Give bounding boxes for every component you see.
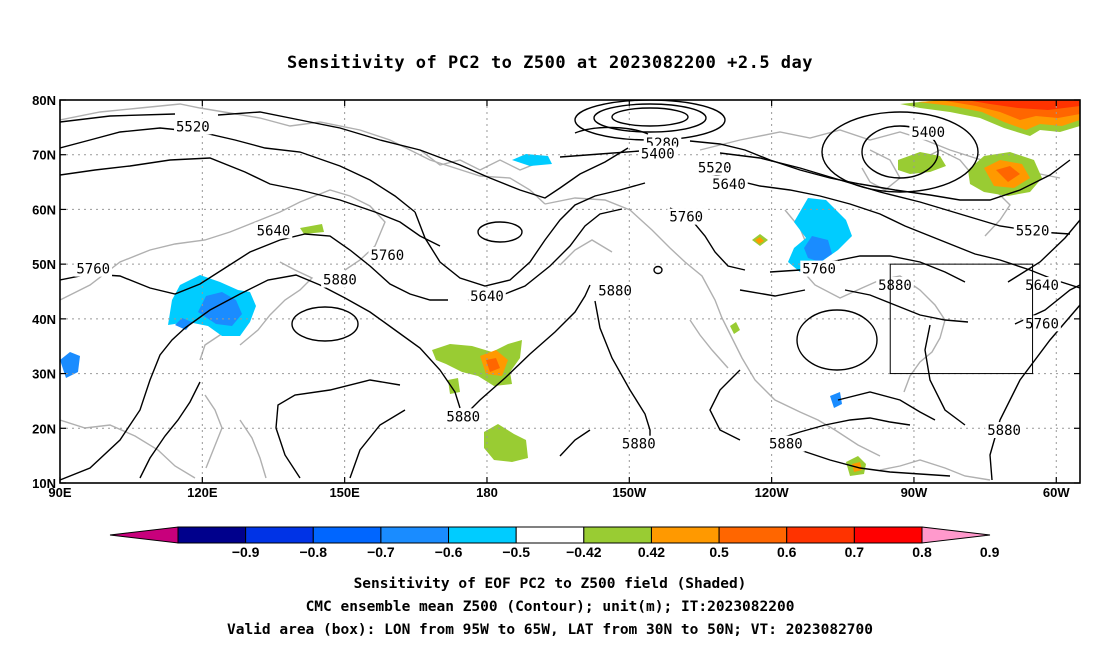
colorbar: −0.9 −0.8 −0.7 −0.6 −0.5 −0.42 0.42 0.5 0.6 0.7 0.… <box>109 526 1000 560</box>
contour-label: 5760 <box>802 262 836 278</box>
contour-label-bg <box>596 282 634 299</box>
x-tick-label: 180 <box>476 485 498 500</box>
contour-label: 5640 <box>712 177 746 193</box>
x-tick-label: 120E <box>187 485 218 500</box>
valid-area-box <box>889 263 1034 375</box>
contour-label-bg <box>638 145 677 162</box>
contour-label-bg <box>800 260 838 277</box>
colorbar-level-label: −0.5 <box>502 544 530 560</box>
colorbar-level-label: 0.9 <box>980 544 1000 560</box>
caption-line-2: CMC ensemble mean Z500 (Contour); unit(m… <box>306 599 795 615</box>
contour-label: 5520 <box>698 160 732 176</box>
contour-label-bg <box>174 118 212 135</box>
colorbar-box <box>853 526 923 544</box>
colorbar-level-label: −0.6 <box>435 544 463 560</box>
contour-label-bg <box>444 408 483 425</box>
x-tick-label: 90E <box>48 485 71 500</box>
contour-label: 5760 <box>370 248 404 264</box>
colorbar-level-label: −0.42 <box>566 544 602 560</box>
sensitivity-shading <box>60 100 1080 476</box>
colorbar-level-label: 0.8 <box>912 544 932 560</box>
colorbar-box <box>312 526 382 544</box>
contour-label: 5880 <box>323 273 357 289</box>
colorbar-upper-arrow <box>921 526 991 544</box>
contour-label-bg <box>695 159 734 176</box>
contour-label-bg <box>767 435 805 452</box>
caption-line-1: Sensitivity of EOF PC2 to Z500 field (Sh… <box>354 576 747 592</box>
contour-label: 5760 <box>669 210 703 226</box>
contour-label-bg <box>909 123 947 140</box>
chart-title: Sensitivity of PC2 to Z500 at 2023082200… <box>287 53 813 73</box>
contour-label-bg <box>985 422 1023 439</box>
contour-label: 5760 <box>1025 316 1059 332</box>
colorbar-lower-arrow <box>109 526 179 544</box>
colorbar-box <box>786 526 855 544</box>
y-tick-label: 40N <box>32 312 56 327</box>
colorbar-box <box>380 526 450 544</box>
colorbar-box <box>515 526 585 544</box>
y-axis-ticks: 80N 70N 60N 50N 40N 30N 20N 10N <box>32 93 1080 491</box>
colorbar-level-label: −0.8 <box>299 544 327 560</box>
contour-label: 5400 <box>641 147 675 163</box>
colorbar-level-label: 0.5 <box>709 544 729 560</box>
contour-label: 5640 <box>257 223 291 239</box>
colorbar-box <box>245 526 314 544</box>
y-tick-label: 50N <box>32 257 56 272</box>
contour-label-bg <box>468 287 506 304</box>
contour-label-bg <box>876 277 914 294</box>
colorbar-box <box>650 526 720 544</box>
x-tick-label: 150W <box>612 485 647 500</box>
colorbar-level-label: −0.7 <box>367 544 395 560</box>
map-frame <box>59 99 1081 484</box>
y-tick-label: 60N <box>32 202 56 217</box>
contour-label: 5640 <box>1025 278 1059 294</box>
colorbar-box <box>583 526 652 544</box>
contour-labels: 5520528054005520564057605640576057605880… <box>74 118 1061 453</box>
caption-line-3: Valid area (box): LON from 95W to 65W, L… <box>227 622 873 638</box>
contour-label: 5760 <box>76 262 110 278</box>
contour-label-bg <box>368 246 407 263</box>
y-tick-label: 10N <box>32 476 56 491</box>
y-tick-label: 20N <box>32 421 56 436</box>
colorbar-box <box>718 526 788 544</box>
contour-label: 5400 <box>911 125 945 141</box>
x-tick-label: 120W <box>755 485 790 500</box>
contour-label: 5880 <box>987 423 1021 439</box>
contour-label: 5880 <box>446 409 480 425</box>
colorbar-level-label: −0.9 <box>232 544 260 560</box>
colorbar-level-label: 0.6 <box>777 544 797 560</box>
contour-label-bg <box>74 260 113 277</box>
contour-label-bg <box>619 435 658 452</box>
contour-label: 5880 <box>598 284 632 300</box>
contour-label: 5880 <box>622 437 656 453</box>
colorbar-box <box>448 526 517 544</box>
z500-contours <box>60 100 1080 481</box>
contour-label-bg <box>710 175 748 192</box>
x-tick-label: 90W <box>901 485 928 500</box>
contour-label: 5640 <box>470 289 504 305</box>
contour-label: 5880 <box>769 437 803 453</box>
contour-label: 5880 <box>878 278 912 294</box>
x-axis-ticks: 90E 120E 150E 180 150W 120W 90W 60W <box>48 100 1070 500</box>
y-tick-label: 70N <box>32 148 56 163</box>
x-tick-label: 150E <box>329 485 360 500</box>
contour-label-bg <box>321 271 359 288</box>
contour-label-bg <box>1013 222 1052 239</box>
colorbar-level-label: 0.42 <box>638 544 665 560</box>
contour-label: 5520 <box>176 119 210 135</box>
x-tick-label: 60W <box>1043 485 1070 500</box>
y-tick-label: 30N <box>32 367 56 382</box>
colorbar-level-label: 0.7 <box>845 544 865 560</box>
colorbar-box <box>177 526 247 544</box>
contour-label-bg <box>254 222 293 239</box>
contour-label: 5520 <box>1016 223 1050 239</box>
contour-label-bg <box>667 208 706 225</box>
y-tick-label: 80N <box>32 93 56 108</box>
captions: Sensitivity of EOF PC2 to Z500 field (Sh… <box>227 576 873 638</box>
